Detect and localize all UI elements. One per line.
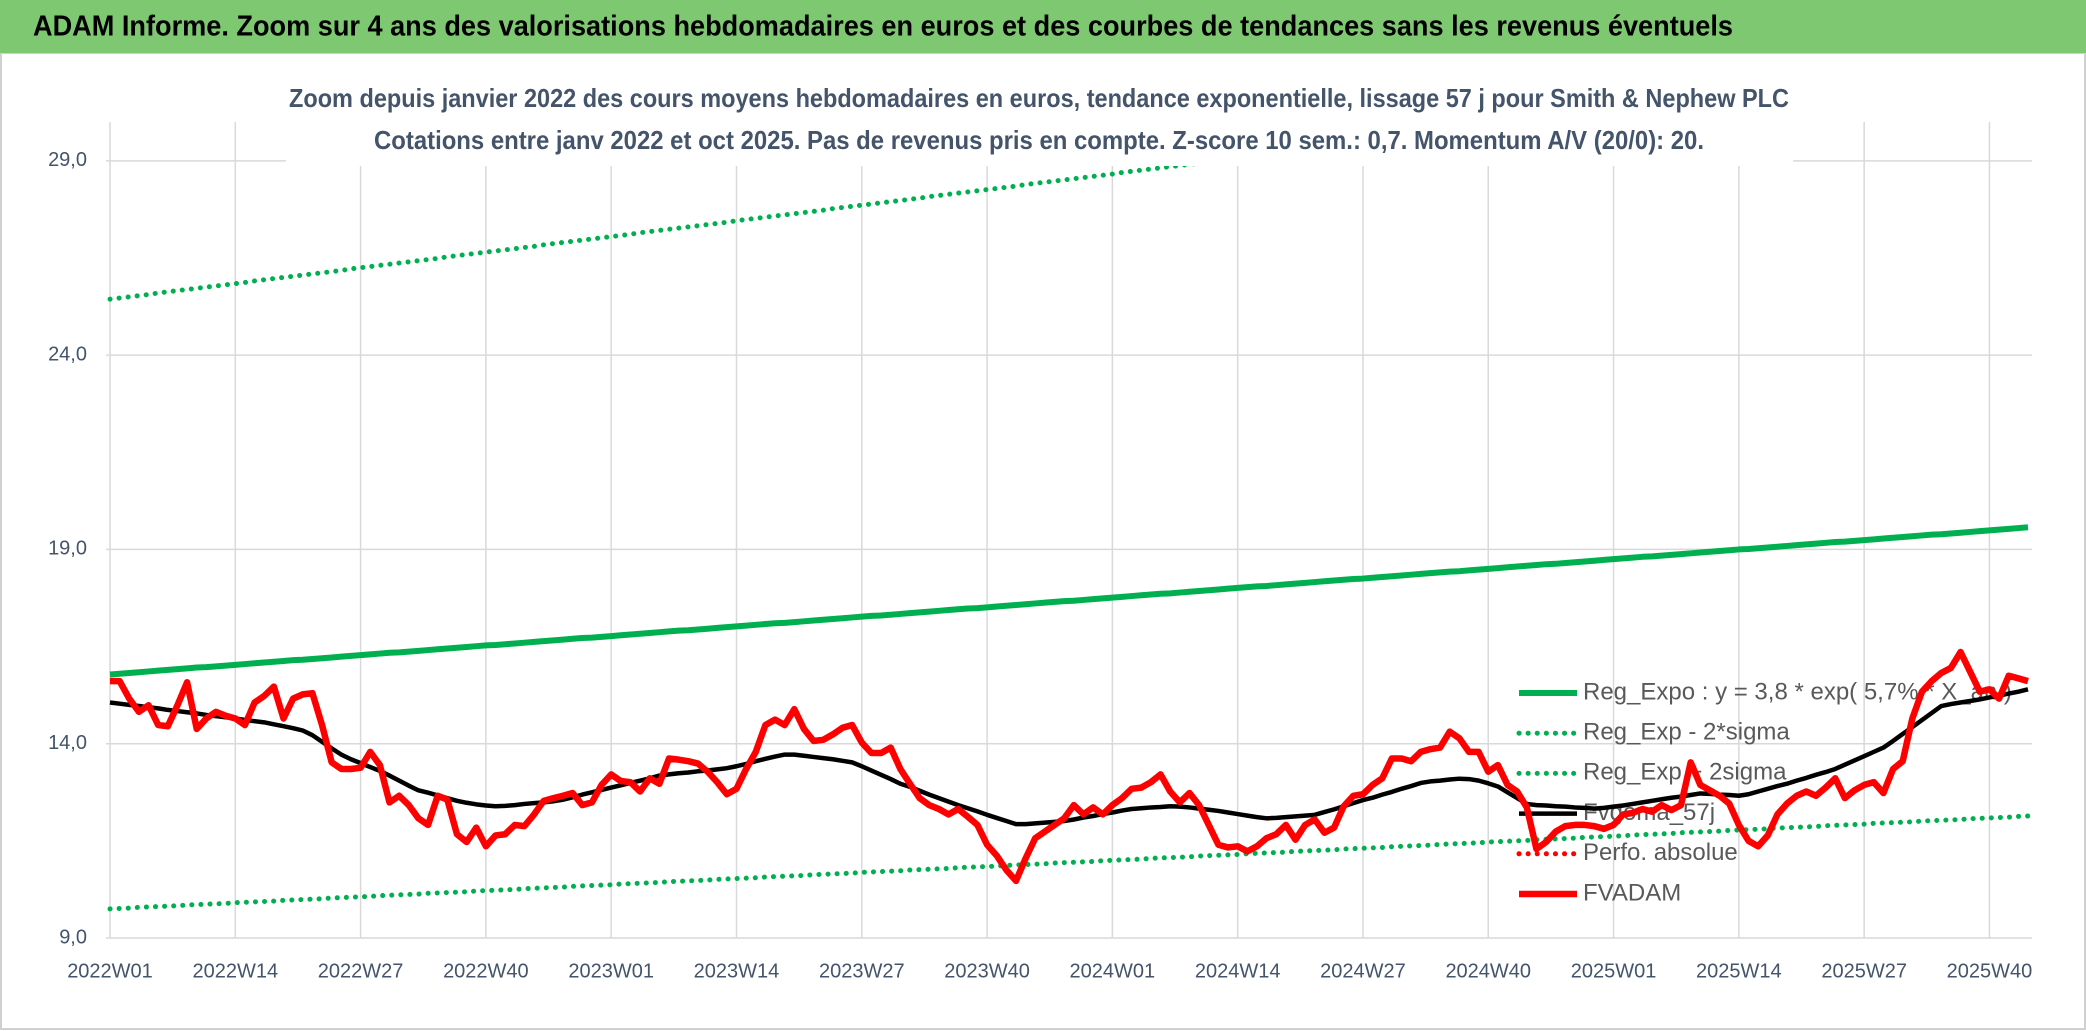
- series-line: [107, 122, 1548, 302]
- series-line: [109, 524, 2029, 678]
- legend-label: FVADAM: [1583, 879, 1681, 906]
- y-tick-label: 14,0: [48, 732, 87, 754]
- x-tick-label: 2022W14: [192, 960, 278, 982]
- x-tick-label: 2025W14: [1696, 960, 1782, 982]
- subtitle-line: Cotations entre janv 2022 et oct 2025. P…: [374, 125, 1704, 155]
- x-tick-label: 2022W01: [67, 960, 153, 982]
- x-tick-label: 2023W27: [819, 960, 905, 982]
- legend-label: Reg_Expo : y = 3,8 * exp( 5,7% * X_an ): [1583, 678, 2012, 705]
- x-tick-label: 2024W14: [1195, 960, 1281, 982]
- x-tick-label: 2023W14: [694, 960, 780, 982]
- subtitle-box: [286, 80, 1793, 166]
- x-tick-label: 2024W40: [1445, 960, 1531, 982]
- y-tick-label: 19,0: [48, 538, 87, 560]
- x-tick-label: 2024W27: [1320, 960, 1406, 982]
- x-tick-label: 2022W27: [318, 960, 404, 982]
- x-tick-label: 2025W01: [1571, 960, 1657, 982]
- series-line: [107, 813, 2031, 912]
- x-tick-label: 2025W27: [1821, 960, 1907, 982]
- plot-lines: [107, 122, 2031, 912]
- y-tick-label: 29,0: [48, 149, 87, 171]
- series-line: [109, 687, 2029, 827]
- x-tick-label: 2022W40: [443, 960, 529, 982]
- subtitle-line: Zoom depuis janvier 2022 des cours moyen…: [289, 83, 1789, 113]
- chart-title: ADAM Informe. Zoom sur 4 ans des valoris…: [33, 11, 1733, 43]
- x-tick-label: 2025W40: [1947, 960, 2033, 982]
- header-bar: [0, 0, 2086, 53]
- legend-label: Perfo. absolue: [1583, 839, 1738, 866]
- y-tick-label: 9,0: [59, 926, 87, 948]
- series-line: [110, 648, 2029, 885]
- x-tick-label: 2024W01: [1070, 960, 1156, 982]
- y-tick-label: 24,0: [48, 343, 87, 365]
- x-tick-label: 2023W40: [944, 960, 1030, 982]
- x-tick-label: 2023W01: [568, 960, 654, 982]
- legend-label: Reg_Exp - 2*sigma: [1583, 719, 1790, 746]
